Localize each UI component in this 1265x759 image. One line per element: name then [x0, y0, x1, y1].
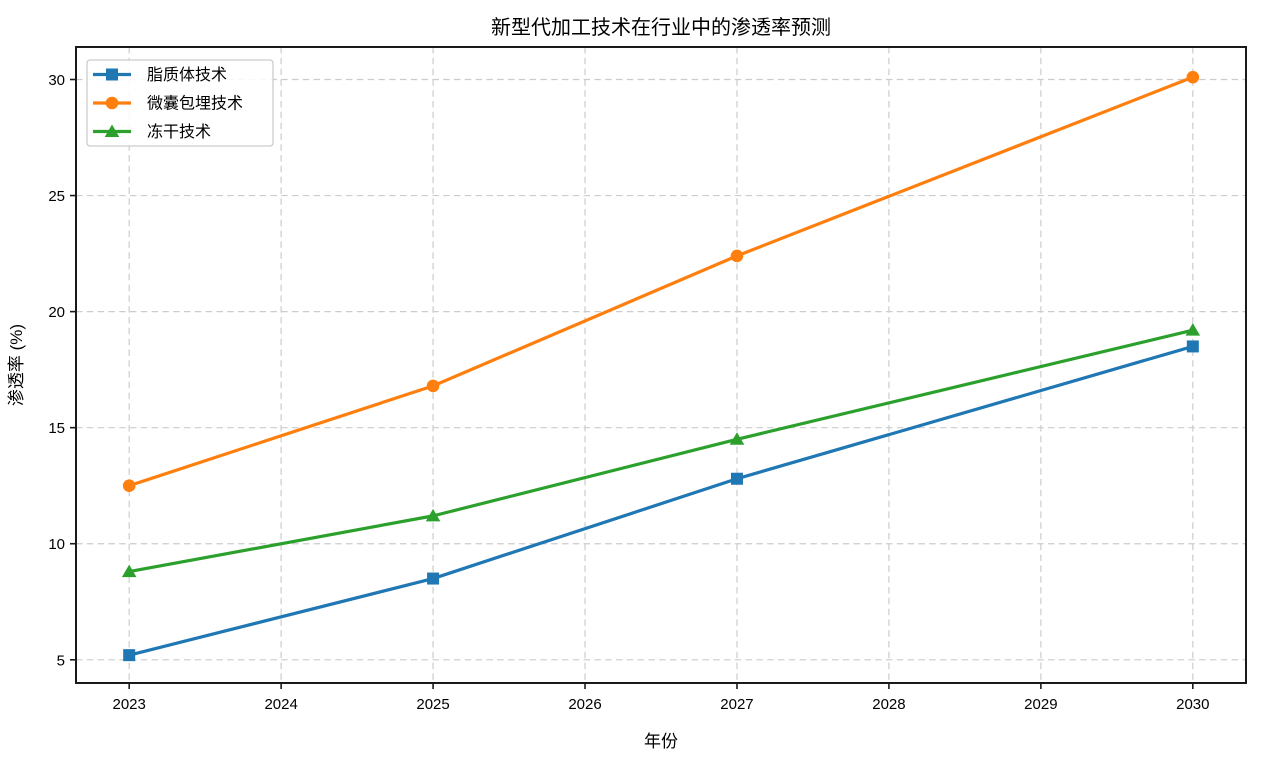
legend-label: 微囊包埋技术 — [147, 95, 243, 113]
x-tick-label: 2024 — [264, 696, 297, 713]
series-marker — [426, 379, 440, 393]
series-marker — [122, 479, 136, 493]
series-marker — [730, 249, 744, 263]
plot-border — [75, 46, 1247, 684]
x-tick-label: 2025 — [416, 696, 449, 713]
series-marker — [729, 432, 745, 445]
x-tick-label: 2030 — [1176, 696, 1209, 713]
series-line-0 — [127, 344, 1195, 657]
chart-title: 新型代加工技术在行业中的渗透率预测 — [491, 16, 831, 39]
legend-label: 脂质体技术 — [147, 66, 227, 84]
y-tick-label: 20 — [48, 304, 65, 321]
series-marker — [427, 572, 440, 585]
legend-label: 冻干技术 — [147, 123, 211, 141]
legend-box — [86, 59, 274, 147]
grid-layer — [76, 47, 1246, 683]
series-marker — [123, 649, 136, 662]
series-marker — [425, 508, 441, 522]
series-marker — [1186, 340, 1199, 353]
y-axis-label: 渗透率 (%) — [7, 324, 26, 406]
series-marker — [104, 124, 120, 137]
x-tick-label: 2026 — [568, 696, 601, 713]
y-tick-label: 5 — [57, 652, 65, 669]
axes-layer: 2023 2024 2025 2026 2027 2028 2029 203051015202… — [48, 46, 1247, 713]
y-tick-label: 15 — [48, 420, 65, 437]
x-tick-label: 2027 — [720, 696, 753, 713]
series-marker — [106, 68, 118, 81]
series-line-1 — [127, 75, 1195, 488]
legend-item: 冻干技术 — [93, 123, 211, 141]
y-tick-label: 30 — [48, 72, 65, 89]
y-tick-label: 10 — [48, 536, 65, 553]
series-marker — [1185, 323, 1201, 336]
series-marker — [730, 472, 743, 485]
x-axis-label: 年份 — [644, 732, 678, 751]
series-marker — [1186, 70, 1200, 84]
legend-item: 微囊包埋技术 — [93, 95, 243, 113]
y-tick-label: 25 — [48, 188, 65, 205]
series-marker — [105, 96, 119, 110]
x-tick-label: 2028 — [872, 696, 905, 713]
series-layer — [121, 70, 1201, 662]
legend-item: 脂质体技术 — [93, 66, 227, 84]
series-line-2 — [127, 328, 1195, 574]
x-tick-label: 2029 — [1024, 696, 1057, 713]
series-marker — [121, 564, 137, 578]
x-tick-label: 2023 — [112, 696, 145, 713]
